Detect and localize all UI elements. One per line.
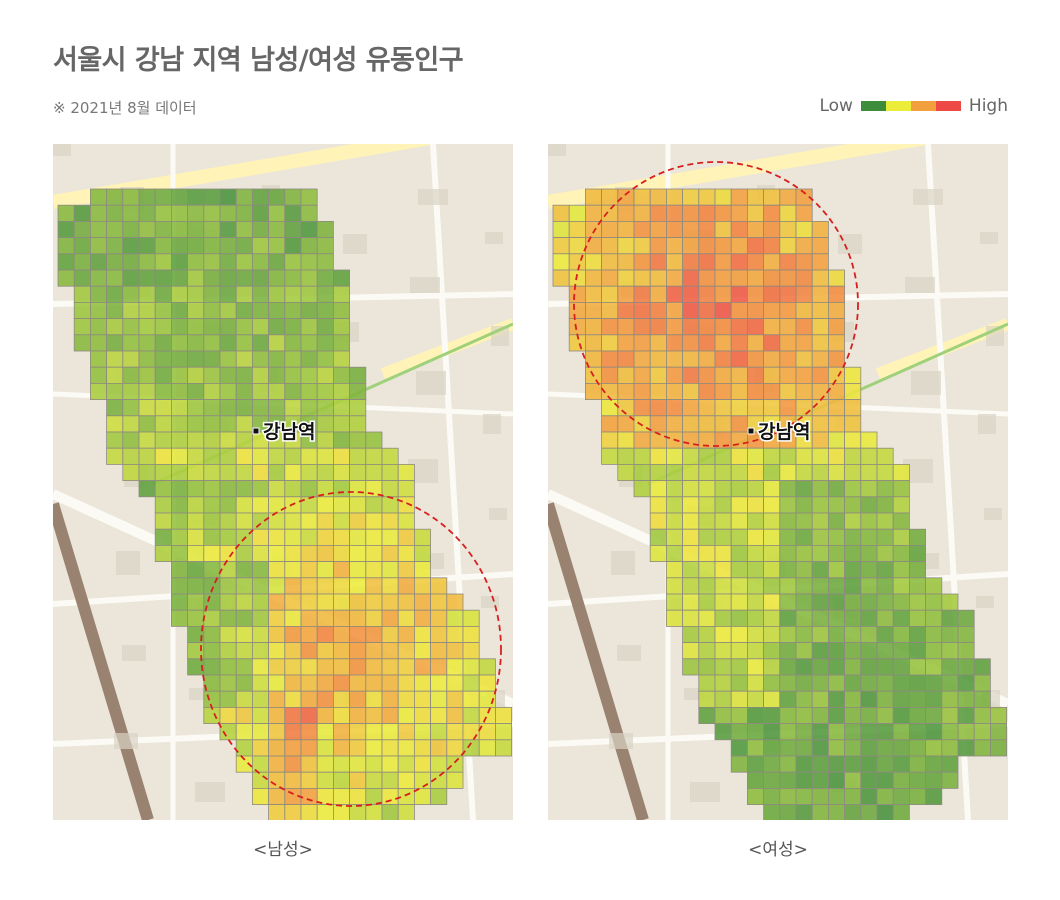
hotspot-circle [200, 491, 502, 807]
male-map-caption: <남성> [253, 840, 313, 860]
legend-high-label: High [968, 96, 1008, 116]
female-heatmap[interactable]: 강남역 [548, 144, 1008, 820]
page-title: 서울시 강남 지역 남성/여성 유동인구 [53, 45, 464, 76]
legend-swatch-mid [885, 101, 911, 111]
station-label: 강남역 [758, 421, 810, 443]
legend-swatch-high [935, 101, 961, 111]
legend-low-label: Low [819, 96, 853, 116]
station-marker: 강남역 [747, 420, 812, 445]
population-grid [57, 188, 512, 820]
female-map-caption: <여성> [748, 840, 808, 860]
male-heatmap[interactable]: 강남역 [53, 144, 513, 820]
station-label: 강남역 [263, 421, 315, 443]
legend-swatch-midhigh [910, 101, 936, 111]
hotspot-circle [573, 161, 859, 447]
railway-line [53, 502, 154, 820]
color-legend: Low High [819, 96, 1008, 116]
railway-line [548, 502, 649, 820]
station-marker: 강남역 [252, 420, 317, 445]
population-grid [552, 188, 1007, 820]
legend-swatch-low [860, 101, 886, 111]
data-period-note: ※ 2021년 8월 데이터 [53, 99, 197, 117]
